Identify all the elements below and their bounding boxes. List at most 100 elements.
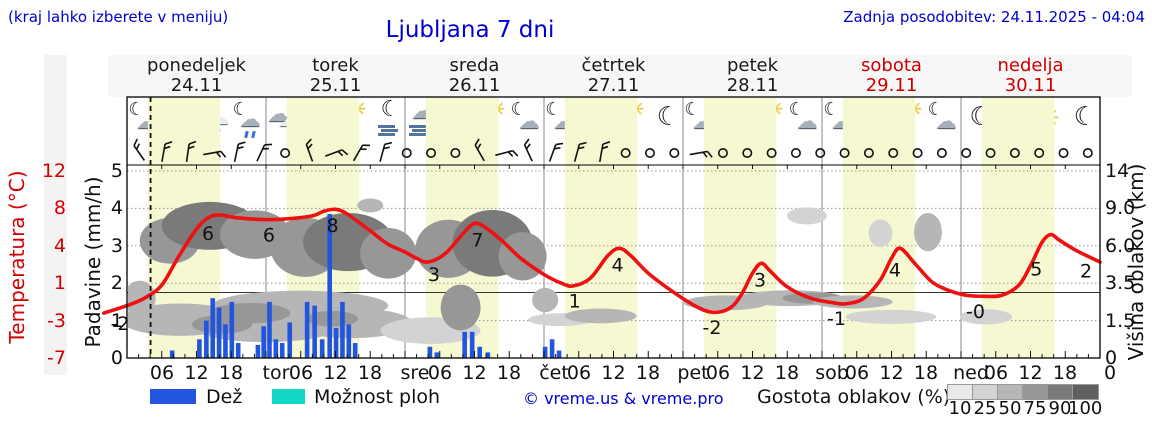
rain-drop bbox=[204, 128, 209, 137]
rain-bar bbox=[204, 320, 209, 358]
cloud-blob bbox=[914, 212, 942, 252]
cloud-glyph: ☁ bbox=[692, 109, 714, 133]
rain-drop bbox=[210, 128, 215, 137]
copyright-link[interactable]: © vreme.us & vreme.pro bbox=[523, 389, 724, 408]
rain-drop bbox=[216, 128, 221, 137]
day-abbr-label: pet bbox=[677, 362, 709, 384]
moon-cloud-icon: ☾ ☁ bbox=[510, 98, 545, 144]
calm-wind-icon bbox=[1009, 148, 1020, 159]
cloud-blob bbox=[440, 284, 481, 331]
temperature-curve bbox=[102, 207, 1102, 315]
density-scale-tick: 50 bbox=[998, 398, 1022, 419]
cloud-glyph: ☁ bbox=[239, 107, 261, 131]
cloud-blob bbox=[270, 217, 341, 277]
hour-label: 18 bbox=[774, 362, 800, 384]
rain-drop bbox=[178, 130, 183, 139]
cloud-glyph: ☁ bbox=[935, 109, 957, 133]
hour-label: 12 bbox=[184, 362, 209, 384]
calm-wind-icon bbox=[280, 148, 291, 159]
rain-bar bbox=[216, 307, 222, 358]
rain-drop bbox=[345, 130, 350, 139]
temperature-label: 6 bbox=[202, 223, 214, 245]
cloud-blob bbox=[380, 317, 481, 344]
calm-wind-icon bbox=[985, 148, 996, 159]
rain-bar bbox=[235, 343, 241, 358]
sun-cloud-rain-icon: ☀ ☁ bbox=[336, 98, 371, 144]
hour-label: 18 bbox=[496, 362, 522, 384]
cloud-blob bbox=[139, 217, 200, 264]
cloud-glyph: ☁ bbox=[207, 105, 229, 129]
day-abbr-label: ned bbox=[953, 362, 989, 384]
calm-wind-icon bbox=[839, 148, 850, 159]
hour-label: 06 bbox=[288, 362, 314, 384]
wind-barb-icon bbox=[203, 150, 227, 158]
temp-tick-label: 12 bbox=[41, 160, 66, 182]
fog-bar bbox=[380, 129, 398, 132]
showers-legend-label: Možnost ploh bbox=[314, 386, 441, 408]
temperature-label: 1 bbox=[569, 290, 581, 312]
rain-bar bbox=[210, 298, 216, 358]
calm-wind-icon bbox=[620, 148, 631, 159]
day-date: 26.11 bbox=[448, 74, 501, 96]
calm-wind-icon bbox=[426, 148, 437, 159]
cloud-fog-icon: ☁ bbox=[405, 98, 440, 144]
calm-wind-icon bbox=[1082, 148, 1093, 159]
cloud-glyph: ☁ bbox=[335, 107, 358, 132]
temperature-label: 4 bbox=[612, 254, 624, 276]
rain-legend-label: Dež bbox=[206, 386, 243, 408]
temperature-label: 3 bbox=[754, 270, 766, 292]
day-name: ponedeljek bbox=[147, 55, 246, 76]
day-date: 27.11 bbox=[587, 74, 640, 96]
cloud-blob bbox=[212, 290, 389, 321]
cloud-glyph: ☁ bbox=[831, 109, 853, 133]
sun-fog-icon: ☀ bbox=[440, 98, 475, 144]
cloud-blob bbox=[959, 309, 1012, 325]
hour-label: 18 bbox=[1052, 362, 1078, 384]
sun-cloud-rain-icon: ☀ ☁ bbox=[162, 98, 197, 144]
rain-bar bbox=[255, 344, 261, 358]
cloud-glyph: ☁ bbox=[474, 109, 497, 134]
precip-tick-label: 5 bbox=[110, 160, 123, 182]
moon-glyph: ☾ bbox=[656, 102, 680, 132]
moon-icon: ☾ bbox=[1066, 98, 1101, 144]
calm-wind-icon bbox=[766, 148, 777, 159]
temp-tick-label: 8 bbox=[53, 197, 66, 220]
temperature-label: 6 bbox=[263, 225, 275, 247]
moon-cloud-icon: ☾ ☁ bbox=[127, 98, 162, 144]
hour-label: 06 bbox=[566, 362, 592, 384]
day-header-torek: torek 25.11 bbox=[266, 56, 405, 96]
cloud-height-tick-label: 9.0 bbox=[1105, 197, 1136, 220]
rain-bar bbox=[427, 346, 433, 358]
day-date: 30.11 bbox=[1004, 74, 1057, 96]
sun-glyph: ☀ bbox=[448, 97, 468, 122]
sun-cloud-icon: ☀ ☁ bbox=[614, 98, 649, 144]
hour-label: 12 bbox=[323, 362, 348, 384]
rain-bar bbox=[223, 324, 228, 358]
hour-label: 18 bbox=[218, 362, 244, 384]
moon-icon: ☾ bbox=[961, 98, 996, 144]
location-menu-note: (kraj lahko izberete v meniju) bbox=[8, 8, 229, 26]
cloud-rain-icon: ☁ ☁ bbox=[197, 98, 232, 144]
cloud-blob bbox=[564, 308, 637, 324]
hour-label: 12 bbox=[879, 362, 904, 384]
calm-wind-icon bbox=[1058, 148, 1069, 159]
rain-bar bbox=[477, 346, 483, 358]
rain-bar bbox=[279, 343, 285, 358]
cloud-height-tick-label: 3.5 bbox=[1105, 272, 1136, 295]
left-axis-strip bbox=[44, 55, 67, 375]
density-scale-tick: 10 bbox=[948, 398, 972, 419]
cloud-blob bbox=[191, 315, 253, 334]
temperature-label: -2 bbox=[702, 317, 721, 339]
day-header-sreda: sreda 26.11 bbox=[405, 56, 544, 96]
sun-glyph: ☀ bbox=[1002, 104, 1026, 134]
wind-barb-icon bbox=[573, 141, 587, 162]
calm-wind-icon bbox=[644, 148, 655, 159]
cloud-blob bbox=[528, 313, 593, 327]
cloud-icon: ☁ ☁ bbox=[266, 98, 301, 144]
sun-cloud-rain-icon: ☀ ☁ bbox=[301, 98, 336, 144]
sun-cloud-icon: ☀ ☁ bbox=[892, 98, 927, 144]
calm-wind-icon bbox=[912, 148, 923, 159]
fog-bar bbox=[443, 132, 461, 135]
rain-drop bbox=[171, 130, 176, 139]
